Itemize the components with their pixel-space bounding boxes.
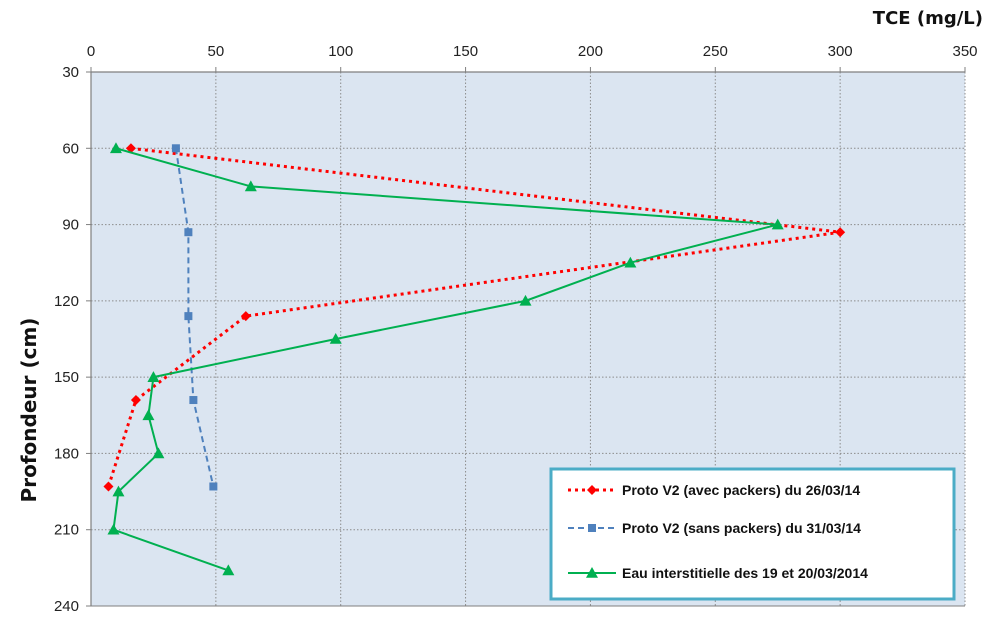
data-point — [184, 312, 193, 321]
legend-box — [549, 467, 956, 601]
data-point — [171, 144, 180, 153]
y-tick-label: 180 — [54, 445, 79, 462]
data-point — [209, 482, 218, 491]
y-tick-label: 30 — [62, 64, 79, 81]
data-point — [152, 447, 165, 459]
x-tick-label: 50 — [208, 43, 225, 60]
x-tick-label: 200 — [578, 43, 603, 60]
data-point — [835, 227, 846, 238]
series-line — [107, 146, 841, 487]
x-axis-title: TCE (mg/L) — [873, 8, 983, 29]
series-3 — [107, 142, 784, 576]
series-layer — [103, 142, 846, 576]
legend-marker — [588, 524, 596, 532]
legend: Proto V2 (avec packers) du 26/03/14 Proto… — [549, 467, 956, 601]
y-tick-label: 120 — [54, 293, 79, 310]
series-line — [112, 147, 778, 572]
x-tick-label: 250 — [703, 43, 728, 60]
legend-label: Eau interstitielle des 19 et 20/03/2014 — [622, 565, 868, 581]
y-tick-label: 60 — [62, 140, 79, 157]
y-tick-label: 150 — [54, 369, 79, 386]
x-tick-label: 150 — [453, 43, 478, 60]
data-point — [184, 228, 193, 237]
y-tick-label: 240 — [54, 598, 79, 615]
data-point — [130, 395, 141, 406]
axes — [86, 67, 966, 607]
x-tick-label: 100 — [328, 43, 353, 60]
data-point — [109, 142, 122, 154]
data-point — [222, 564, 235, 576]
legend-entry-2: Proto V2 (sans packers) du 31/03/14 — [568, 520, 861, 536]
data-point — [112, 485, 125, 497]
y-axis-title: Profondeur (cm) — [17, 318, 41, 503]
data-point — [329, 333, 342, 344]
data-point — [147, 371, 160, 382]
legend-label: Proto V2 (avec packers) du 26/03/14 — [622, 482, 860, 498]
data-point — [771, 218, 784, 230]
legend-entry-1: Proto V2 (avec packers) du 26/03/14 — [568, 482, 860, 498]
x-tick-label: 300 — [828, 43, 853, 60]
data-point — [240, 311, 251, 322]
x-tick-label: 350 — [952, 43, 977, 60]
data-point — [107, 523, 120, 535]
x-tick-label: 0 — [87, 43, 95, 60]
data-point — [103, 481, 114, 492]
data-point — [244, 180, 257, 192]
legend-marker — [586, 567, 598, 578]
legend-entry-3: Eau interstitielle des 19 et 20/03/2014 — [568, 565, 868, 581]
y-tick-label: 90 — [62, 217, 79, 234]
data-point — [189, 396, 198, 405]
series-1 — [103, 143, 846, 492]
legend-marker — [587, 485, 597, 495]
data-point — [519, 294, 532, 306]
legend-label: Proto V2 (sans packers) du 31/03/14 — [622, 520, 861, 536]
series-line — [174, 148, 215, 487]
y-tick-label: 210 — [54, 522, 79, 539]
tick-labels: 0 50 100 150 200 250 300 350 30 60 90 120 150 180 210 2… — [54, 43, 978, 615]
series-2 — [171, 144, 218, 491]
data-point — [624, 256, 637, 268]
data-point — [142, 409, 155, 421]
